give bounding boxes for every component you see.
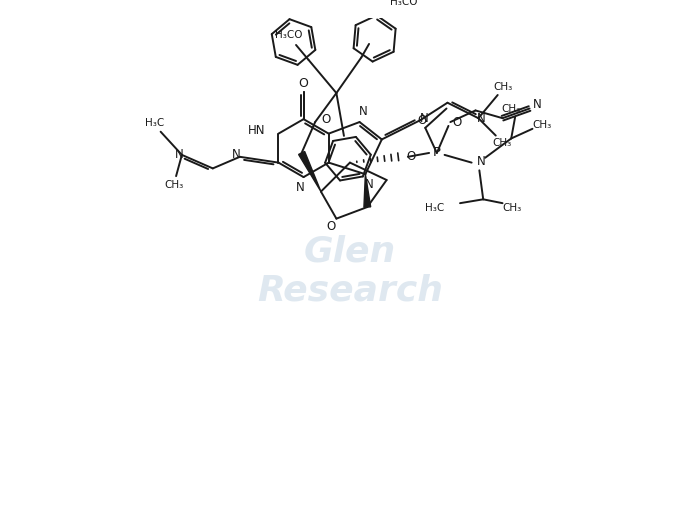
- Text: O: O: [321, 113, 330, 126]
- Text: N: N: [477, 112, 486, 125]
- Text: N: N: [359, 105, 367, 118]
- Text: H₃C: H₃C: [425, 203, 445, 213]
- Text: CH₃: CH₃: [164, 180, 184, 190]
- Text: O: O: [418, 113, 427, 126]
- Text: N: N: [175, 148, 183, 161]
- Text: O: O: [326, 220, 335, 233]
- Text: O: O: [299, 77, 308, 90]
- Text: N: N: [232, 148, 240, 161]
- Text: Glen
Research: Glen Research: [257, 234, 443, 307]
- Text: N: N: [420, 112, 429, 125]
- Text: CH₃: CH₃: [532, 120, 552, 130]
- Text: O: O: [452, 115, 461, 128]
- Text: P: P: [433, 147, 441, 160]
- Text: H₃CO: H₃CO: [390, 0, 418, 7]
- Text: N: N: [533, 98, 541, 111]
- Text: CH₃: CH₃: [494, 82, 513, 92]
- Text: HN: HN: [248, 124, 265, 137]
- Text: CH₃: CH₃: [502, 103, 521, 113]
- Text: N: N: [477, 155, 486, 168]
- Text: H₃CO: H₃CO: [274, 30, 302, 41]
- Text: CH₃: CH₃: [503, 203, 522, 213]
- Text: N: N: [296, 181, 305, 194]
- Text: N: N: [365, 178, 374, 191]
- Polygon shape: [364, 174, 371, 207]
- Text: O: O: [406, 150, 416, 163]
- Polygon shape: [299, 151, 321, 191]
- Text: H₃C: H₃C: [145, 118, 164, 128]
- Text: CH₃: CH₃: [492, 138, 511, 148]
